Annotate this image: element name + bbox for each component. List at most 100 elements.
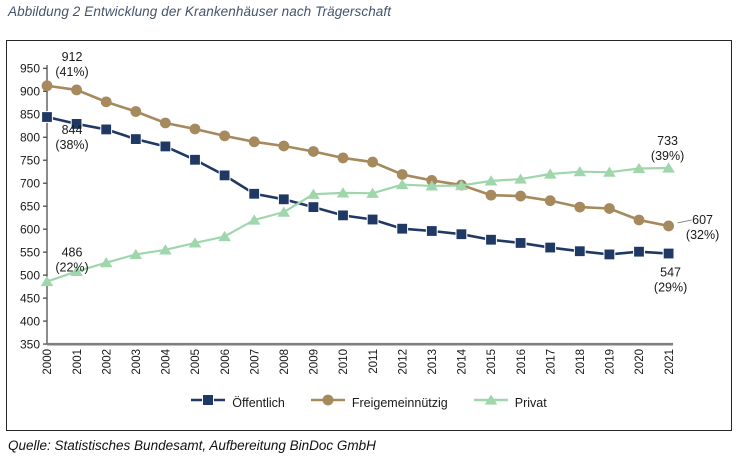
data-point-square — [573, 245, 586, 258]
source-caption: Quelle: Statistisches Bundesamt, Aufbere… — [8, 438, 376, 453]
y-tick-label: 550 — [20, 245, 40, 259]
data-point-triangle — [543, 168, 557, 179]
annotation-percent: (39%) — [651, 149, 684, 163]
data-point-triangle — [188, 237, 202, 248]
data-point-triangle — [129, 248, 143, 260]
data-point-circle — [160, 117, 171, 129]
chart-container: 950 900 850 800 750 700 650 600 550 500 450 400 350 2… — [6, 40, 732, 431]
data-point-triangle — [514, 173, 527, 184]
data-point-triangle — [218, 230, 231, 242]
legend-marker-circle-icon — [310, 393, 345, 412]
data-point-square — [514, 237, 527, 249]
data-point-triangle — [662, 162, 675, 173]
data-point-circle — [189, 123, 201, 135]
data-point-square — [366, 213, 379, 226]
chart-legend: Öffentlich Freigemeinnützig Privat — [7, 393, 731, 412]
y-tick-label: 400 — [20, 314, 40, 328]
data-point-triangle — [455, 179, 468, 191]
series-line-öffentlich — [46, 115, 669, 256]
data-point-circle — [544, 195, 556, 207]
annotation-value: 547 — [660, 266, 681, 280]
y-tick-label: 700 — [20, 176, 40, 190]
y-tick-label: 900 — [20, 84, 40, 98]
x-tick-label: 2003 — [131, 349, 143, 375]
annotation-percent: (29%) — [654, 281, 687, 295]
data-point-circle — [41, 80, 53, 92]
legend-label: Privat — [514, 395, 547, 410]
data-point-triangle — [307, 188, 320, 199]
x-tick-label: 2017 — [545, 349, 557, 375]
data-point-triangle — [632, 162, 646, 174]
data-point-square — [455, 228, 468, 241]
legend-label: Öffentlich — [232, 395, 285, 410]
legend-item-privat: Privat — [473, 393, 547, 412]
data-point-triangle — [366, 187, 379, 198]
data-point-square — [248, 187, 261, 200]
y-tick-label: 500 — [20, 268, 40, 282]
data-point-triangle — [277, 206, 291, 217]
legend-triangle-glyph — [473, 394, 508, 405]
data-point-triangle — [247, 214, 261, 225]
y-tick-label: 850 — [20, 107, 40, 121]
annotation-leader-line — [677, 219, 692, 224]
x-tick-label: 2009 — [309, 349, 321, 375]
data-point-circle — [100, 96, 112, 108]
data-point-circle — [485, 189, 497, 201]
data-point-triangle — [484, 175, 498, 186]
x-tick-label: 2021 — [664, 349, 676, 375]
x-tick-label: 2002 — [101, 349, 113, 375]
y-tick-label: 350 — [20, 337, 40, 351]
data-point-triangle — [603, 166, 616, 177]
data-point-circle — [515, 190, 526, 202]
x-tick-label: 2000 — [42, 349, 54, 375]
annotation-percent: (41%) — [55, 65, 88, 79]
annotation-value: 607 — [692, 213, 713, 227]
legend-item-oeffentlich: Öffentlich — [191, 393, 285, 412]
chart-plot-area: 9509008508007507006506005505004504003502… — [20, 50, 719, 375]
data-point-triangle — [99, 257, 113, 268]
data-point-circle — [278, 140, 290, 152]
data-point-square — [100, 123, 113, 136]
x-tick-label: 2011 — [368, 349, 380, 374]
data-point-square — [70, 118, 83, 130]
x-tick-label: 2008 — [279, 349, 291, 375]
annotation-value: 733 — [657, 134, 678, 148]
data-point-square — [662, 247, 675, 260]
series-line-privat — [46, 166, 669, 283]
data-point-triangle — [40, 275, 54, 287]
data-point-square — [485, 233, 497, 246]
x-tick-label: 2001 — [72, 349, 84, 375]
data-point-square — [337, 209, 349, 222]
data-point-circle — [248, 136, 260, 148]
data-point-circle — [633, 214, 645, 226]
data-point-square — [218, 169, 231, 182]
x-tick-label: 2018 — [575, 349, 587, 375]
y-tick-label: 750 — [20, 153, 40, 167]
data-point-square — [307, 201, 320, 213]
data-point-circle — [130, 106, 142, 117]
y-tick-label: 950 — [20, 62, 40, 76]
data-point-circle — [219, 130, 231, 142]
data-point-triangle — [395, 178, 409, 190]
data-point-circle — [574, 201, 586, 213]
y-tick-label: 600 — [20, 222, 40, 236]
legend-label: Freigemeinnützig — [351, 395, 448, 410]
data-point-square — [633, 245, 645, 258]
data-point-circle — [337, 152, 349, 164]
x-tick-label: 2007 — [249, 349, 261, 375]
x-tick-label: 2012 — [397, 349, 409, 375]
data-point-square — [129, 133, 142, 145]
data-point-circle — [663, 220, 674, 232]
annotation-value: 844 — [62, 123, 83, 137]
data-point-circle — [367, 156, 378, 168]
annotation-value: 486 — [62, 246, 83, 260]
x-tick-label: 2020 — [634, 349, 646, 375]
data-point-circle — [308, 146, 319, 157]
figure-title: Abbildung 2 Entwicklung der Krankenhäuse… — [8, 4, 392, 19]
data-point-circle — [604, 203, 615, 214]
x-tick-label: 2004 — [161, 348, 173, 374]
data-point-square — [41, 111, 53, 123]
x-tick-label: 2010 — [338, 349, 350, 375]
data-point-triangle — [336, 187, 350, 198]
data-point-square — [277, 193, 290, 206]
